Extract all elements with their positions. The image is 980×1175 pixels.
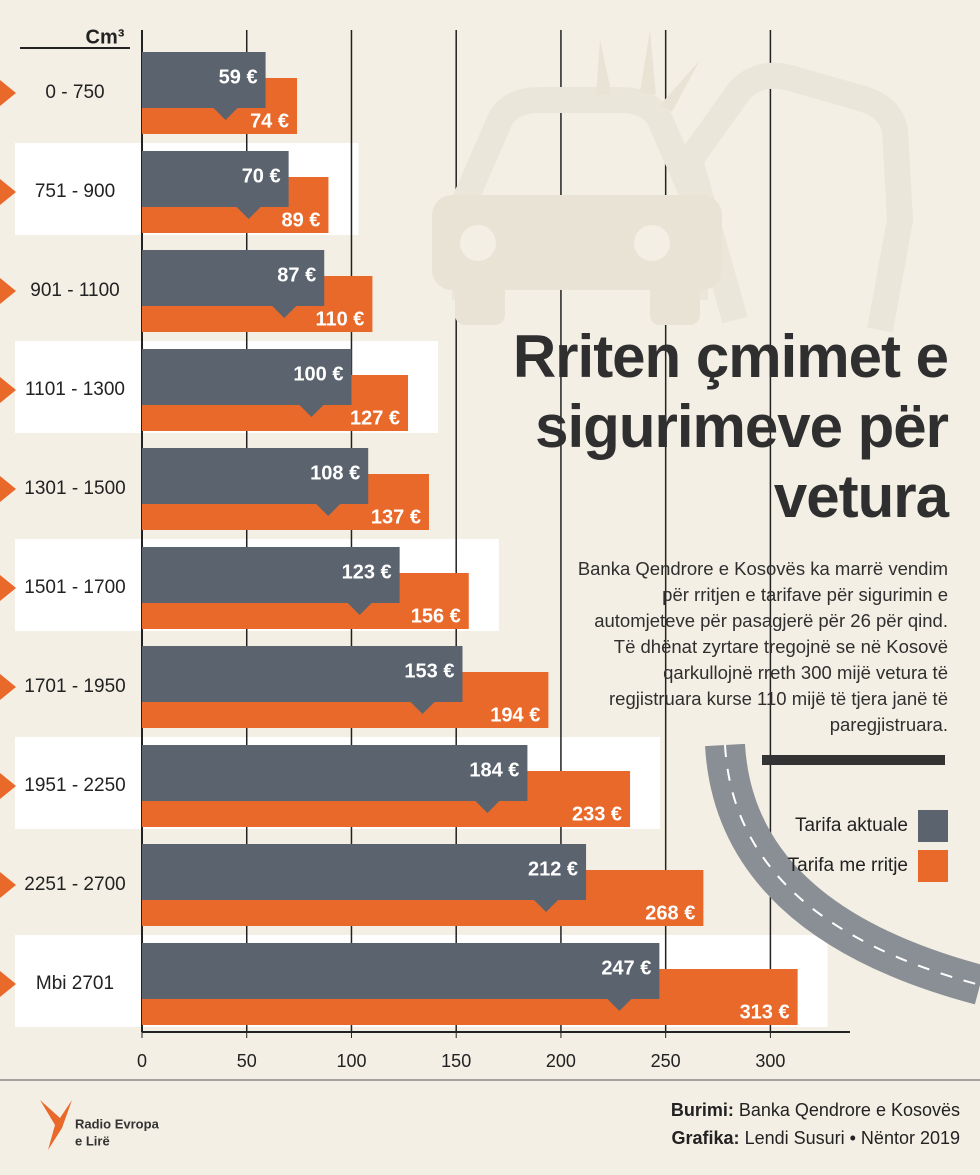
bar-pointer [299,405,324,417]
value-label: 212 € [528,858,578,880]
value-label: 184 € [469,759,519,781]
source-text: Banka Qendrore e Kosovës [738,1100,960,1120]
row-marker [0,575,16,601]
value-label: 247 € [601,957,651,979]
bar [142,349,352,405]
value-label: 59 € [219,66,258,88]
value-label: 87 € [277,264,316,286]
y-tick-label: 1101 - 1300 [25,379,125,400]
car-illustration [452,62,913,333]
y-tick-label: 901 - 1100 [30,280,119,301]
x-tick-label: 150 [441,1051,471,1071]
bar [142,745,528,801]
value-label: 89 € [281,209,320,231]
bar [142,646,463,702]
bar [142,151,289,207]
row-marker [0,773,16,799]
logo-text: e Lirë [75,1133,110,1148]
bar [142,448,369,504]
bar-pointer [236,207,261,219]
x-tick-label: 50 [237,1051,257,1071]
bar-pointer [347,603,372,615]
separator [762,755,945,765]
x-tick-label: 250 [651,1051,681,1071]
source: Burimi: Banka Qendrore e Kosovës [671,1100,960,1121]
logo: Radio Evropa e Lirë [40,1100,160,1150]
bar-pointer [410,702,435,714]
value-label: 110 € [315,308,364,330]
value-label: 123 € [342,561,392,583]
y-tick-label: Mbi 2701 [36,973,114,994]
bar [142,844,587,900]
row-marker [0,674,16,700]
value-label: 70 € [242,165,281,187]
row-marker [0,179,16,205]
value-label: 313 € [740,1001,790,1023]
road-marking [724,744,980,986]
y-tick-label: 2251 - 2700 [24,874,125,895]
value-label: 74 € [250,110,289,132]
source-label: Burimi: [670,1100,734,1120]
bar-pointer [534,900,559,912]
bar-pointer [213,108,238,120]
y-tick-label: 1301 - 1500 [24,478,125,499]
y-tick-label: 1701 - 1950 [24,676,125,697]
logo-text: Radio Evropa [75,1116,160,1131]
x-tick-label: 0 [137,1051,147,1071]
credit: Grafika: Lendi Susuri • Nëntor 2019 [672,1128,960,1149]
value-label: 268 € [645,902,695,924]
legend-swatch [918,850,948,882]
value-label: 127 € [350,407,400,429]
legend-label: Tarifa aktuale [795,815,908,836]
bar [142,250,325,306]
value-label: 153 € [404,660,454,682]
credit-label: Grafika: [671,1128,740,1148]
row-marker [0,971,16,997]
bar-pointer [475,801,500,813]
bar [142,547,400,603]
y-axis-label: Cm³ [86,26,125,48]
row-marker [0,476,16,502]
value-label: 156 € [411,605,461,627]
bar [142,943,660,999]
value-label: 137 € [371,506,421,528]
row-marker [0,278,16,304]
x-tick-label: 300 [755,1051,785,1071]
description: Banka Qendrore e Kosovës ka marrë vendim… [577,558,948,735]
legend-swatch [918,810,948,842]
bar-pointer [607,999,632,1011]
row-marker [0,872,16,898]
bar-pointer [272,306,297,318]
value-label: 108 € [310,462,360,484]
legend-label: Tarifa me rritje [788,855,908,876]
value-label: 233 € [572,803,622,825]
row-marker [0,377,16,403]
y-tick-label: 1951 - 2250 [24,775,125,796]
credit-text: Lendi Susuri • Nëntor 2019 [744,1128,960,1148]
car-illustration [432,30,722,325]
value-label: 100 € [293,363,343,385]
y-tick-label: 751 - 900 [35,181,115,202]
row-marker [0,80,16,106]
x-tick-label: 100 [336,1051,366,1071]
x-tick-label: 200 [546,1051,576,1071]
bar-pointer [316,504,341,516]
chart-title: Rriten çmimet e sigurimeve për vetura [512,323,949,530]
y-tick-label: 1501 - 1700 [24,577,125,598]
value-label: 194 € [490,704,540,726]
bar [142,52,266,108]
y-tick-label: 0 - 750 [45,82,104,103]
